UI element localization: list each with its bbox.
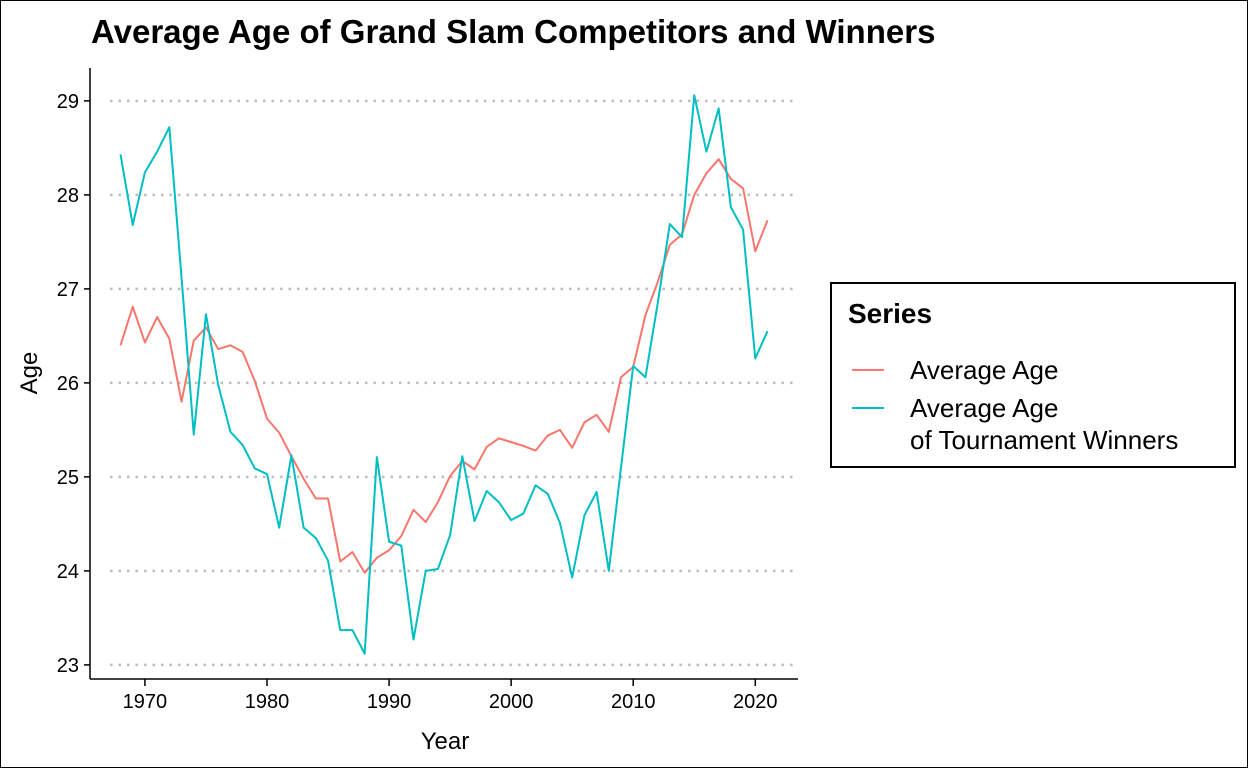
y-tick-label-27: 27 [57, 279, 79, 301]
y-tick-label-25: 25 [57, 467, 79, 489]
legend-key-average-age [848, 354, 888, 386]
y-tick-label-23: 23 [57, 655, 79, 677]
legend-label-average-age-winners: Average Age of Tournament Winners [910, 393, 1179, 455]
legend-key-average-age-winners [848, 392, 888, 424]
x-tick-label-1990: 1990 [367, 691, 412, 713]
y-axis-title: Age [16, 352, 43, 395]
series-line-average-age [119, 158, 769, 574]
series-line-average-age-winners [119, 94, 769, 655]
legend-item-average-age-winners: Average Age of Tournament Winners [848, 392, 1178, 456]
legend: Series Average Age Average Age of Tourna… [830, 282, 1236, 468]
x-tick-label-1970: 1970 [123, 691, 168, 713]
x-tick-label-1980: 1980 [245, 691, 290, 713]
y-tick-label-28: 28 [57, 185, 79, 207]
y-tick-label-24: 24 [57, 561, 79, 583]
x-axis-title: Year [421, 728, 470, 755]
x-tick-label-2000: 2000 [489, 691, 534, 713]
x-tick-label-2020: 2020 [733, 691, 778, 713]
axes: 23 24 25 26 27 28 29 1970 1980 1990 2000 2010 2020 [57, 68, 798, 713]
chart-title: Average Age of Grand Slam Competitors an… [91, 13, 936, 50]
x-tick-label-2010: 2010 [611, 691, 656, 713]
gridlines [110, 99, 796, 667]
legend-title: Series [848, 298, 933, 329]
legend-item-average-age: Average Age [848, 354, 1058, 386]
y-tick-label-26: 26 [57, 373, 79, 395]
y-tick-label-29: 29 [57, 91, 79, 113]
legend-label-average-age: Average Age [910, 355, 1059, 385]
series-lines [119, 94, 769, 655]
